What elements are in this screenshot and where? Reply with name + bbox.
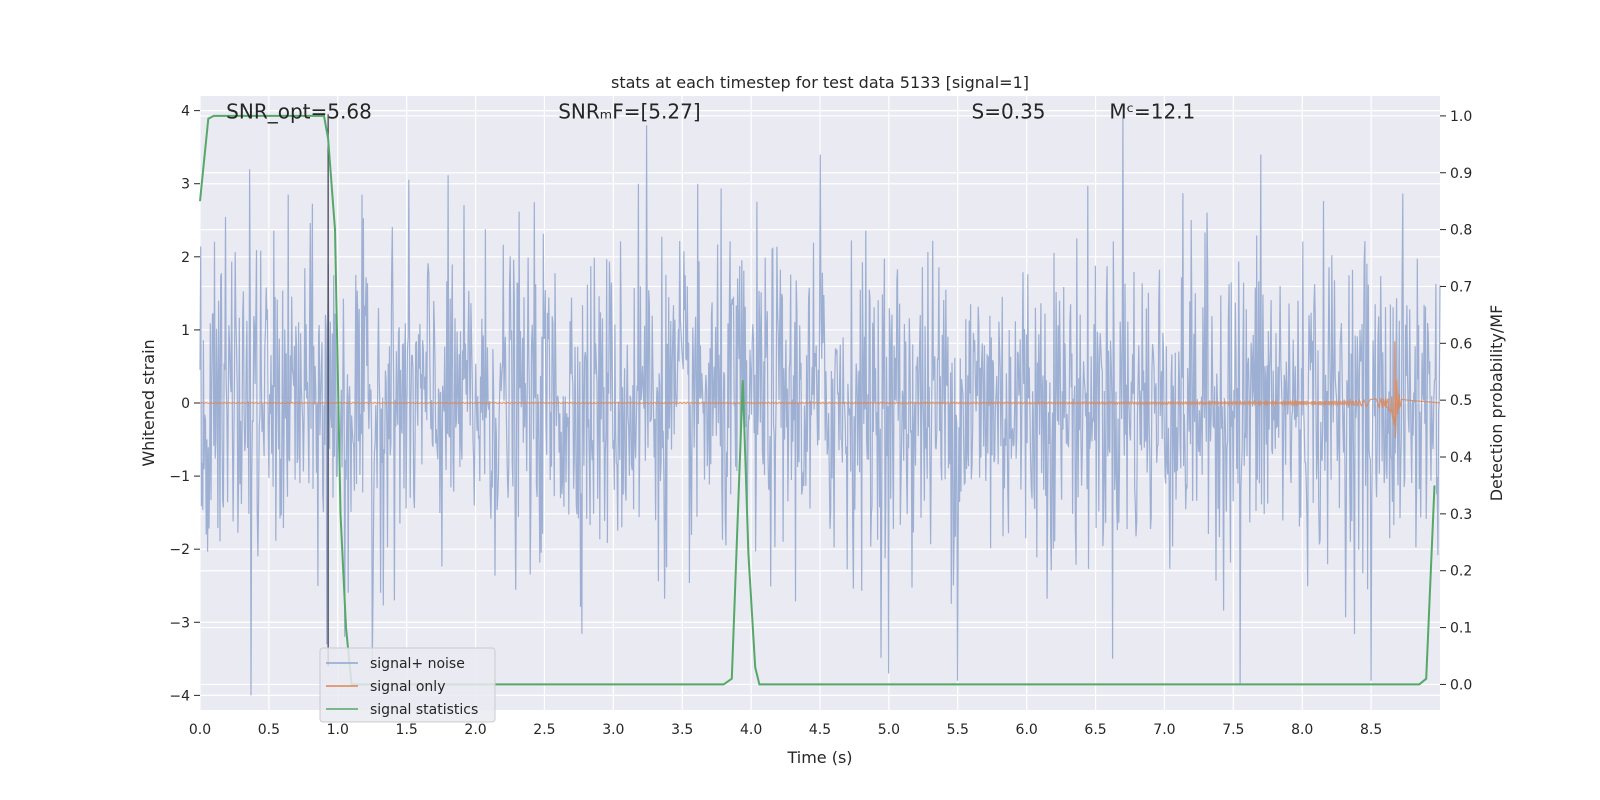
- x-tick-label: 2.5: [533, 722, 555, 738]
- x-tick-label: 6.0: [1016, 722, 1038, 738]
- y2-tick-label: 0.5: [1450, 393, 1472, 409]
- y-tick-label: −3: [169, 615, 190, 631]
- y2-tick-label: 0.0: [1450, 677, 1472, 693]
- y2-tick-label: 0.4: [1450, 450, 1472, 466]
- y2-tick-label: 0.6: [1450, 336, 1472, 352]
- x-tick-label: 0.0: [189, 722, 211, 738]
- annotation-s-value: S=0.35: [972, 99, 1046, 123]
- y-axis-label: Whitened strain: [139, 339, 158, 466]
- ticks: 0.0 0.5 1.0 1.5 2.0 2.5 3.0 3.5 4.0 4.5 5.0 5.5 6.0 6…: [169, 104, 1472, 738]
- y-tick-label: 0: [181, 396, 190, 412]
- x-tick-label: 3.0: [602, 722, 624, 738]
- annotation-snr-mf: SNRₘF=[5.27]: [558, 99, 700, 123]
- x-tick-label: 1.5: [396, 722, 418, 738]
- annotation-chirp-mass: Mᶜ=12.1: [1109, 99, 1195, 123]
- x-axis-label: Time (s): [786, 748, 852, 767]
- y2-tick-label: 0.1: [1450, 621, 1472, 637]
- series-signal-noise: [199, 117, 1441, 696]
- legend-label-signal-statistics: signal statistics: [370, 702, 478, 718]
- x-tick-label: 4.0: [740, 722, 762, 738]
- y2-tick-label: 0.7: [1450, 279, 1472, 295]
- legend: signal+ noise signal only signal statist…: [319, 647, 496, 723]
- x-tick-label: 6.5: [1084, 722, 1106, 738]
- y-tick-label: −2: [169, 542, 190, 558]
- data-layer: [199, 114, 1441, 696]
- x-tick-label: 1.0: [327, 722, 349, 738]
- y2-tick-label: 0.9: [1450, 166, 1472, 182]
- chart-title: stats at each timestep for test data 513…: [611, 73, 1029, 92]
- x-tick-label: 5.5: [947, 722, 969, 738]
- legend-box: [319, 647, 496, 723]
- y-tick-label: −1: [169, 469, 190, 485]
- x-tick-label: 8.5: [1360, 722, 1382, 738]
- x-tick-label: 7.0: [1153, 722, 1175, 738]
- annotations: SNR_opt=5.68 SNRₘF=[5.27] S=0.35 Mᶜ=12.1: [226, 99, 1195, 123]
- y-tick-label: 2: [181, 250, 190, 266]
- y2-tick-label: 0.8: [1450, 223, 1472, 239]
- x-tick-label: 8.0: [1291, 722, 1313, 738]
- legend-label-signal-noise: signal+ noise: [370, 656, 465, 672]
- y-tick-label: 1: [181, 323, 190, 339]
- y-tick-label: −4: [169, 688, 190, 704]
- x-tick-label: 5.0: [878, 722, 900, 738]
- annotation-snr-opt: SNR_opt=5.68: [226, 99, 372, 123]
- series-signal-only: [199, 341, 1441, 439]
- x-tick-label: 3.5: [671, 722, 693, 738]
- y-tick-label: 3: [181, 177, 190, 193]
- y2-tick-label: 0.2: [1450, 564, 1472, 580]
- x-tick-label: 4.5: [809, 722, 831, 738]
- legend-label-signal-only: signal only: [370, 679, 445, 695]
- y2-tick-label: 1.0: [1450, 109, 1472, 125]
- x-tick-label: 2.0: [464, 722, 486, 738]
- y2-tick-label: 0.3: [1450, 507, 1472, 523]
- y-tick-label: 4: [181, 104, 190, 120]
- x-tick-label: 7.5: [1222, 722, 1244, 738]
- y2-axis-label: Detection probability/MF: [1487, 305, 1506, 502]
- x-tick-label: 0.5: [258, 722, 280, 738]
- series-signal-statistics: [199, 114, 1436, 686]
